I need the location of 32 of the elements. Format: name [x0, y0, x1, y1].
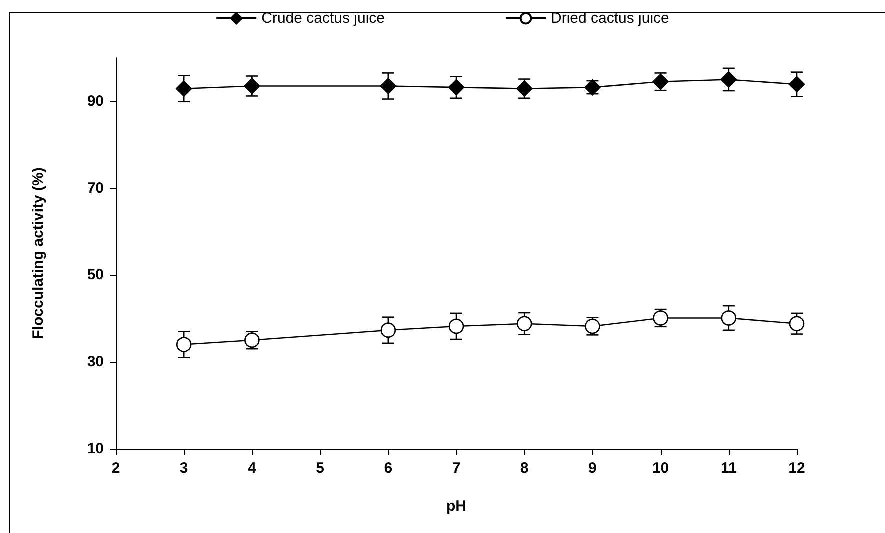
- x-tick-label: 8: [520, 460, 529, 477]
- point: [244, 78, 260, 94]
- y-tick-label: 30: [87, 354, 104, 371]
- point: [788, 76, 806, 93]
- point: [789, 316, 805, 332]
- y-axis-title: Flocculating activity (%): [30, 168, 47, 340]
- point: [380, 322, 396, 338]
- x-tick-label: 10: [652, 460, 670, 477]
- legend-label: Crude cactus juice: [262, 10, 386, 27]
- x-tick-label: 3: [180, 460, 188, 477]
- y-tick-label: 10: [87, 440, 104, 458]
- legend-label: Dried cactus juice: [551, 10, 670, 27]
- x-axis-title: pH: [446, 498, 466, 515]
- point: [176, 80, 192, 97]
- x-tick-label: 4: [248, 460, 258, 477]
- point: [516, 316, 532, 332]
- y-tick-label: 50: [87, 266, 104, 284]
- y-tick-label: 90: [87, 92, 104, 110]
- point: [380, 78, 397, 94]
- x-tick-label: 11: [720, 460, 737, 477]
- y-tick-label: 70: [87, 180, 104, 197]
- point: [720, 72, 738, 88]
- x-tick-label: 5: [316, 460, 324, 477]
- x-tick-label: 9: [588, 460, 597, 477]
- point: [448, 318, 464, 334]
- x-tick-label: 6: [384, 460, 393, 477]
- x-tick-label: 2: [112, 460, 120, 477]
- x-tick-label: 7: [452, 460, 461, 477]
- point: [448, 79, 465, 96]
- x-tick-label: 12: [788, 460, 806, 477]
- point: [721, 310, 737, 326]
- point: [176, 337, 192, 352]
